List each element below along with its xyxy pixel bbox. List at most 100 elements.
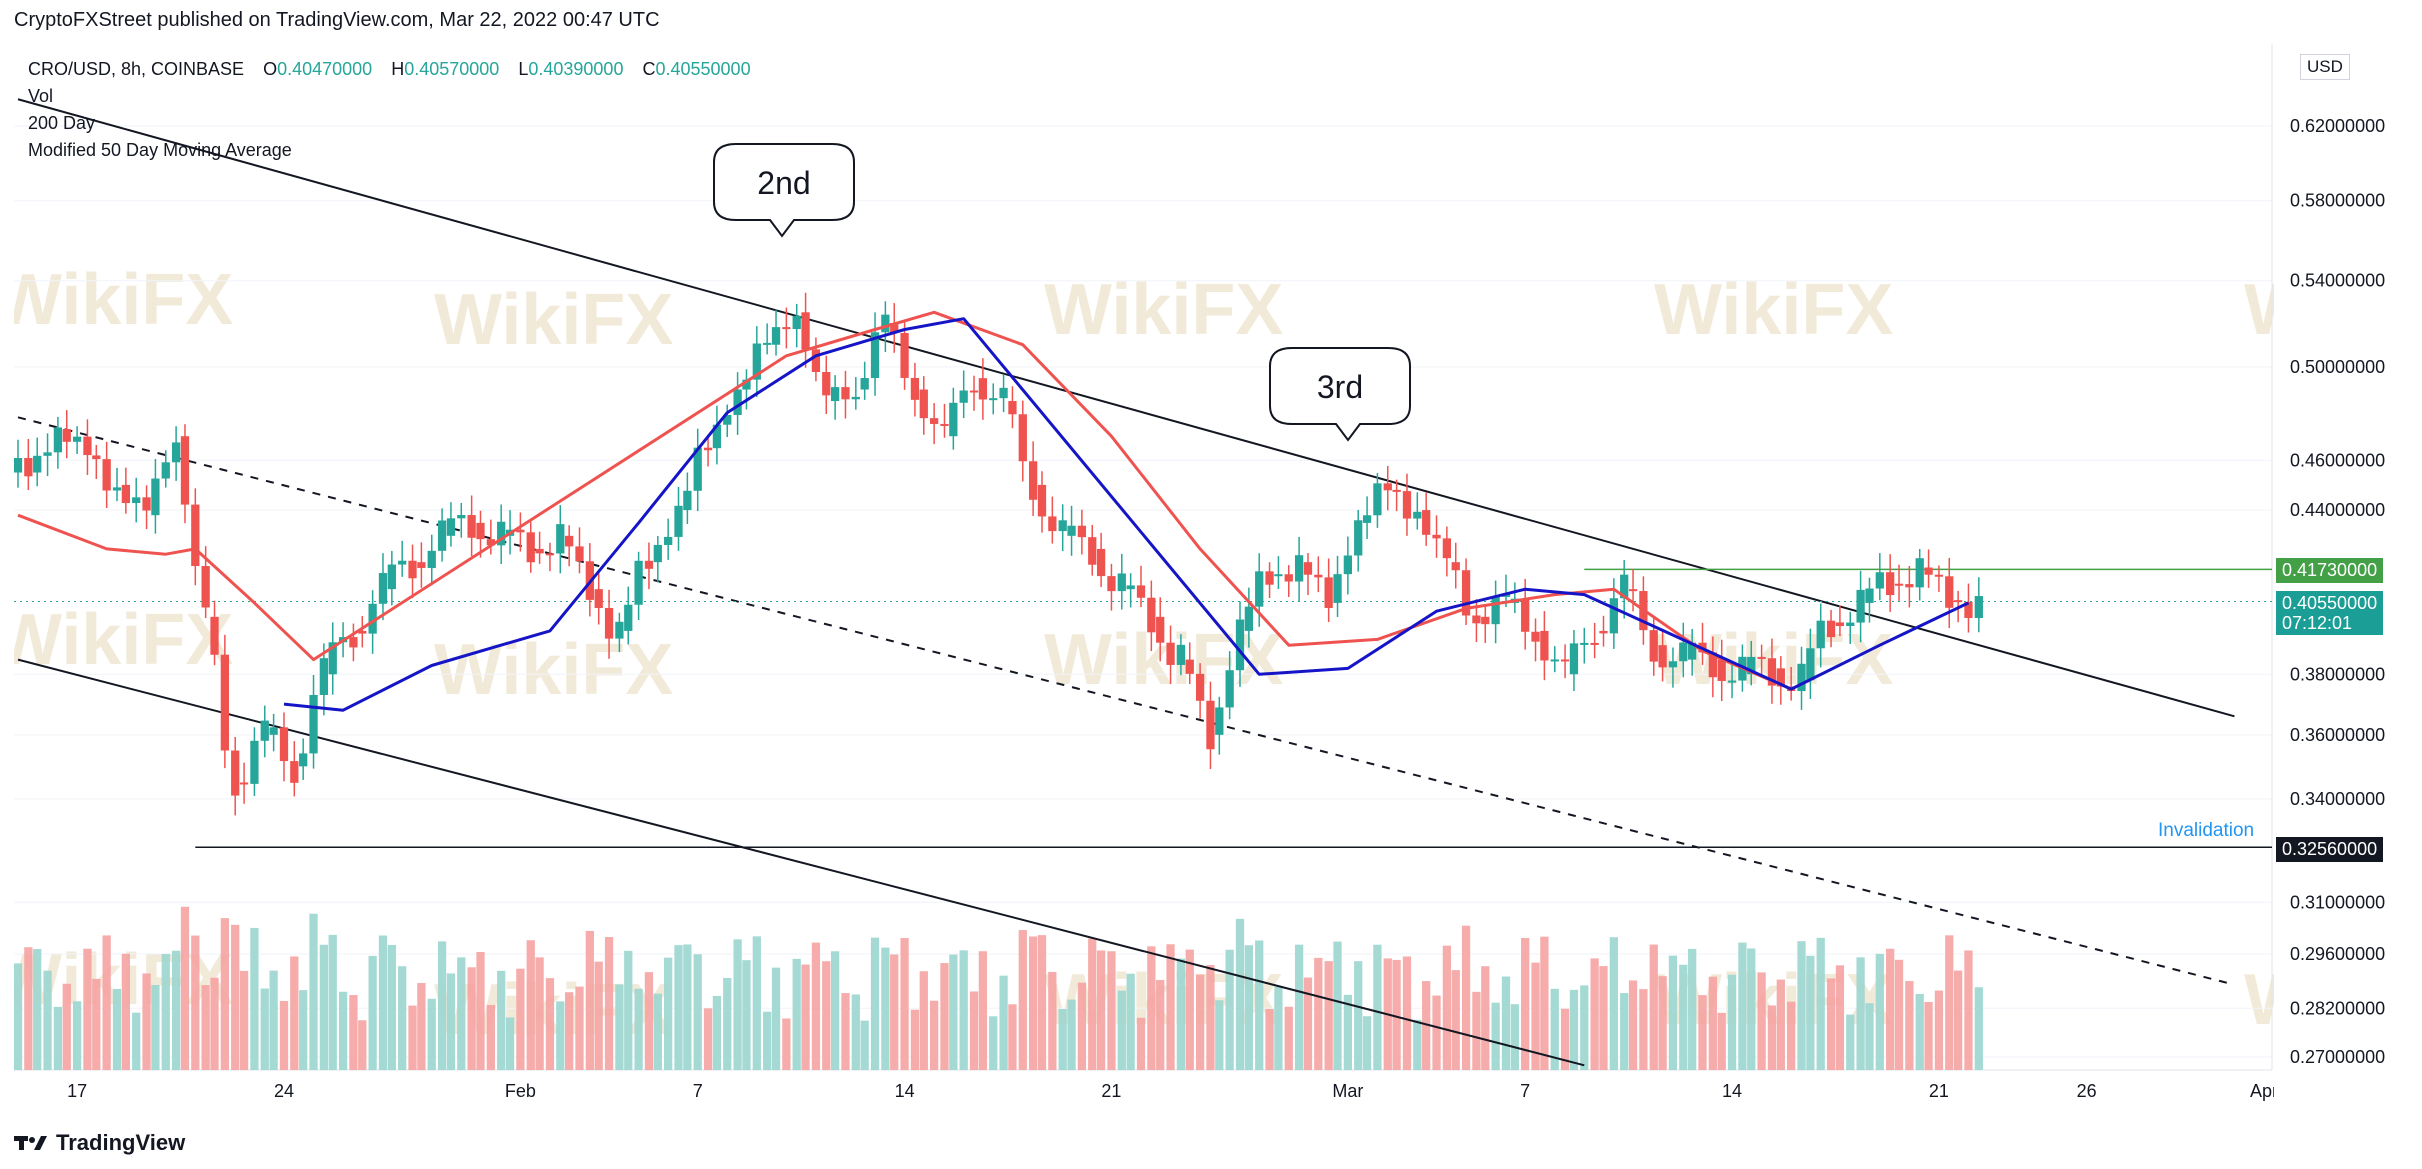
- volume-bar: [801, 964, 810, 1070]
- volume-bar: [398, 966, 407, 1070]
- volume-bar: [1481, 966, 1490, 1070]
- candle-body: [1303, 562, 1313, 575]
- candle-body: [989, 398, 998, 401]
- currency-badge[interactable]: USD: [2300, 54, 2350, 80]
- volume-bar: [664, 957, 673, 1070]
- price-chart[interactable]: WikiFX WikiFX WikiFX WikiFX WikiFX WikiFX Wiki…: [14, 44, 2274, 1114]
- last-price-badge: 0.40550000 07:12:01: [2276, 591, 2384, 635]
- candle-body: [387, 564, 396, 590]
- candle-body: [1806, 648, 1815, 681]
- candle-body: [467, 515, 476, 538]
- grid-layer: [14, 44, 2273, 1071]
- volume-bar: [1008, 1004, 1017, 1070]
- volume-bar: [792, 958, 801, 1070]
- candle-body: [72, 436, 82, 442]
- candle-body: [1136, 585, 1146, 598]
- candle-body: [526, 532, 535, 563]
- watermark: WikiFX: [14, 260, 233, 340]
- candle-body: [1343, 555, 1353, 575]
- volume-bar: [1679, 964, 1688, 1070]
- candle-body: [1816, 620, 1825, 649]
- candle-body: [210, 616, 219, 655]
- candle-body: [1668, 661, 1678, 668]
- price-tick-label: 0.29600000: [2290, 944, 2385, 964]
- candle-body: [102, 459, 111, 491]
- trendline-1[interactable]: [17, 98, 2235, 718]
- candle-body: [604, 607, 614, 639]
- volume-bar: [1255, 940, 1264, 1070]
- candle-body: [1008, 401, 1017, 415]
- candle-body: [1147, 597, 1156, 633]
- candle-body: [457, 515, 466, 519]
- trendline-2[interactable]: [17, 416, 2235, 986]
- volume-bar: [585, 930, 594, 1070]
- volume-bar: [594, 961, 603, 1070]
- volume-bar: [1037, 935, 1047, 1070]
- candle-body: [1018, 414, 1027, 462]
- candle-body: [1875, 572, 1884, 589]
- volume-bar: [1569, 989, 1579, 1070]
- time-tick-label: 7: [1520, 1081, 1530, 1101]
- candle-body: [851, 396, 860, 400]
- volume-bar: [1018, 930, 1027, 1070]
- candle-body: [1037, 484, 1047, 517]
- volume-bar: [299, 990, 308, 1070]
- candle-body: [1757, 656, 1766, 659]
- candle-body: [250, 740, 259, 784]
- volume-bar: [1915, 993, 1924, 1070]
- volume-bar: [1609, 937, 1618, 1070]
- close-label: C: [642, 59, 656, 79]
- candle-body: [328, 642, 337, 675]
- candle-body: [269, 727, 278, 735]
- candle-body: [841, 387, 850, 400]
- candle-body: [1048, 516, 1057, 532]
- ma-blue-line: [283, 317, 1970, 712]
- candle-body: [1620, 574, 1629, 599]
- candle-body: [516, 529, 525, 533]
- candle-body: [1521, 598, 1530, 632]
- candle-body: [782, 327, 791, 330]
- volume-bar: [387, 944, 396, 1070]
- candle-body: [1540, 630, 1549, 661]
- candle-body: [1451, 562, 1460, 571]
- volume-bar: [526, 940, 535, 1070]
- symbol-label: CRO/USD, 8h, COINBASE: [28, 59, 245, 79]
- volume-bar: [1244, 945, 1254, 1070]
- candle-body: [1274, 574, 1283, 577]
- candle-body: [1166, 642, 1175, 665]
- volume-bar: [1531, 962, 1540, 1070]
- candle-body: [239, 782, 249, 785]
- volume-bar: [1215, 1000, 1224, 1070]
- volume-bar: [999, 975, 1008, 1070]
- candle-body: [870, 332, 880, 379]
- resistance-price-badge: 0.41730000: [2276, 558, 2384, 583]
- candle-body: [53, 427, 63, 453]
- volume-bar: [1324, 961, 1333, 1070]
- candle-body: [1402, 491, 1412, 519]
- candle-body: [1649, 630, 1658, 662]
- volume-bar: [989, 1016, 998, 1070]
- moving-averages-layer: [17, 310, 1970, 712]
- volume-bar: [782, 1018, 791, 1070]
- trendline-3[interactable]: [17, 658, 1585, 1067]
- volume-bar: [1806, 955, 1815, 1070]
- volume-bar: [1413, 1019, 1422, 1070]
- candle-body: [1856, 589, 1865, 623]
- candle-body: [615, 621, 624, 639]
- volume-bar: [516, 968, 525, 1070]
- price-tick-label: 0.54000000: [2290, 271, 2385, 291]
- volume-bar: [1826, 978, 1836, 1070]
- time-axis[interactable]: 17 24 Feb 7 14 21 Mar 7 14 21 26 Apr: [67, 1081, 2274, 1101]
- volume-bar: [279, 1000, 289, 1070]
- volume-bar: [338, 991, 348, 1070]
- candle-body: [43, 452, 52, 456]
- annotation-layer: 2nd 3rd: [713, 143, 1411, 442]
- candle-body: [910, 377, 920, 400]
- candle-body: [1028, 461, 1038, 500]
- candle-body: [733, 389, 742, 415]
- bubble-2nd: 2nd: [713, 143, 855, 238]
- volume-bar: [1905, 981, 1914, 1070]
- volume-bar: [378, 935, 388, 1070]
- volume-bar: [712, 995, 722, 1070]
- candle-body: [1580, 642, 1589, 645]
